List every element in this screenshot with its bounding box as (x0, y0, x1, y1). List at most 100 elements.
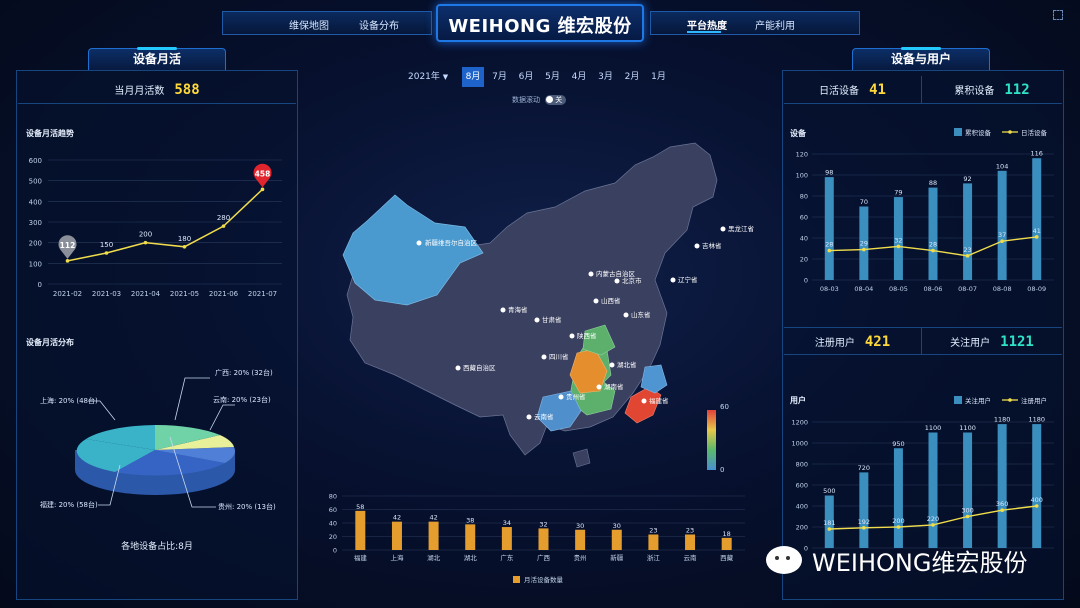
expand-icon[interactable] (1053, 10, 1063, 20)
bar-value-label: 1100 (925, 424, 942, 432)
bar-value-label: 38 (466, 516, 474, 524)
label-shandong: 山东省 (631, 310, 651, 319)
month-tab-7[interactable]: 2月 (624, 72, 640, 82)
bar-category-label: 云南 (684, 553, 698, 562)
y-tick-label: 200 (29, 240, 42, 248)
month-tab-1[interactable]: 8月 (462, 67, 484, 87)
label-heilongjiang: 黑龙江省 (728, 224, 755, 233)
bar-value-label: 720 (858, 464, 870, 472)
logo-text: WEIHONG 维宏股份 (448, 16, 632, 37)
x-tick-label: 08-03 (820, 285, 839, 293)
legend-line-dot (1008, 130, 1012, 134)
map-china-body[interactable] (346, 142, 718, 456)
pie-line-guangxi (174, 377, 210, 421)
year-select[interactable]: 2021年 ▼ (408, 67, 458, 87)
x-tick-label: 08-08 (993, 285, 1012, 293)
line-value-label: 200 (892, 517, 904, 525)
map-hainan[interactable] (572, 448, 591, 468)
distribution-title: 设备月活分布 (26, 338, 74, 347)
bar (893, 448, 903, 548)
scroll-switch[interactable]: 关 (545, 95, 567, 105)
bar (997, 424, 1007, 548)
month-tab-6[interactable]: 3月 (598, 72, 613, 82)
map-yunnan[interactable] (536, 390, 582, 432)
bar-category-label: 西藏 (720, 553, 734, 562)
bar-category-label: 广东 (500, 553, 514, 562)
y-tick-label: 40 (329, 520, 337, 528)
label-liaoning: 辽宁省 (678, 275, 698, 284)
tab-device-distribution[interactable]: 设备分布 (359, 21, 399, 32)
month-tab-5[interactable]: 4月 (571, 72, 587, 82)
label-xizang: 西藏自治区 (463, 363, 496, 372)
map-zhejiang[interactable] (640, 364, 668, 394)
reg-label: 注册用户 (814, 338, 855, 349)
y-tick-label: 1000 (791, 440, 808, 448)
follow-label: 关注用户 (950, 338, 991, 349)
pie-label-shanghai: 上海: 20% (48台) (40, 396, 98, 405)
users-chart: 关注用户 注册用户 0 200 400 600 800 1000 1200 500 720 950 11… (791, 396, 1054, 553)
tab-maintenance-map[interactable]: 维保地图 (289, 21, 329, 32)
trend-point (260, 187, 265, 192)
data-label: 200 (139, 231, 152, 239)
label-hunan: 湖南省 (604, 382, 624, 391)
region-bar (575, 529, 586, 550)
pie-slice-shanghai (86, 425, 155, 450)
legend-min: 0 (720, 466, 725, 474)
region-bar (428, 521, 439, 550)
x-tick-label: 08-07 (958, 285, 977, 293)
bar-value-label: 42 (393, 514, 401, 522)
month-tab-8[interactable]: 1月 (651, 72, 666, 82)
x-tick-label: 08-04 (854, 285, 873, 293)
trend-point (143, 240, 148, 245)
bar-category-label: 湖北 (464, 553, 478, 562)
line-value-label: 300 (961, 507, 973, 515)
month-tab-2[interactable]: 7月 (492, 72, 507, 82)
y-tick-label: 80 (800, 193, 808, 201)
pie-slice-yunnan (155, 435, 234, 450)
y-tick-label: 20 (800, 256, 808, 264)
line-point (896, 525, 901, 529)
distribution-caption: 各地设备占比:8月 (121, 542, 193, 552)
bar (824, 495, 834, 548)
bar-value-label: 1180 (1028, 416, 1045, 424)
bar-category-label: 福建 (354, 553, 368, 562)
tab-platform-heat[interactable]: 平台热度 (687, 21, 727, 32)
bar-value-label: 104 (996, 162, 1008, 170)
pie-line-fujian (98, 464, 121, 506)
y-tick-label: 0 (804, 545, 808, 553)
y-tick-label: 60 (800, 214, 808, 222)
data-label: 280 (217, 214, 230, 222)
devices-chart: 累积设备 日活设备 0 20 40 60 80 100 120 98 08-03 70 08-04 79 0… (796, 128, 1054, 293)
y-tick-label: 20 (329, 533, 337, 541)
marker-label: 112 (60, 241, 76, 250)
region-bar (501, 527, 512, 550)
scroll-label: 数据滚动 (512, 96, 540, 104)
chevron-down-icon: ▼ (442, 73, 449, 81)
map-xinjiang[interactable] (342, 194, 484, 306)
bar-value-label: 98 (825, 169, 833, 177)
bar (893, 197, 903, 280)
month-tab-3[interactable]: 6月 (518, 72, 534, 82)
y-tick-label: 300 (29, 219, 42, 227)
legend-bar-swatch (954, 128, 962, 136)
region-bar (391, 521, 402, 550)
left-panel-title: 设备月活 (88, 47, 226, 70)
line-value-label: 29 (860, 240, 868, 248)
month-tab-4[interactable]: 5月 (545, 72, 560, 82)
tab-capacity-utilization[interactable]: 产能利用 (755, 21, 795, 32)
line-point (1000, 508, 1004, 512)
switch-knob (546, 96, 554, 103)
watermark-text: WEIHONG维宏股份 (812, 548, 1028, 577)
bar-category-label: 贵州 (574, 553, 587, 562)
total-label: 累积设备 (954, 86, 995, 97)
scroll-state: 关 (555, 96, 563, 104)
region-bar (538, 528, 549, 550)
data-label: 150 (100, 241, 113, 249)
monthly-active-label: 当月月活数 (114, 86, 165, 97)
scroll-toggle[interactable]: 数据滚动 关 (512, 95, 567, 105)
map-hubei[interactable] (582, 324, 616, 356)
pie-label-guangxi: 广西: 20% (32台) (215, 368, 273, 377)
year-label: 2021年 (408, 72, 440, 82)
line-value-label: 220 (927, 515, 939, 523)
bar-value-label: 92 (963, 175, 971, 183)
